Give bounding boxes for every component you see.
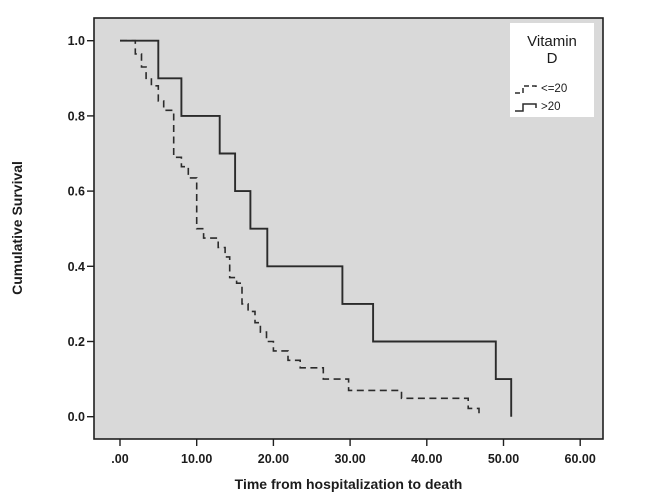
- x-tick-label: 40.00: [411, 452, 442, 466]
- legend-title: Vitamin: [527, 33, 577, 50]
- series-le20-line: [120, 39, 480, 417]
- series-gt20-line: [120, 39, 513, 417]
- y-tick-label: 0.8: [68, 109, 85, 123]
- x-tick-label: 50.00: [488, 452, 519, 466]
- y-tick-label: 0.4: [68, 260, 85, 274]
- solid-step-line-icon: [515, 103, 537, 112]
- y-axis-title: Cumulative Survival: [9, 161, 25, 295]
- y-tick-label: 1.0: [68, 34, 85, 48]
- x-tick-label: .00: [111, 452, 128, 466]
- y-tick-label: 0.6: [68, 185, 85, 199]
- x-tick-label: 20.00: [258, 452, 289, 466]
- legend-entry-label: <=20: [541, 83, 567, 95]
- y-tick-label: 0.2: [68, 335, 85, 349]
- legend-title: D: [547, 50, 558, 67]
- x-tick-label: 30.00: [334, 452, 365, 466]
- legend-entry-label: >20: [541, 101, 561, 113]
- y-tick-label: 0.0: [68, 410, 85, 424]
- legend-box: [510, 23, 594, 117]
- x-tick-label: 60.00: [565, 452, 596, 466]
- x-tick-label: 10.00: [181, 452, 212, 466]
- x-axis-title: Time from hospitalization to death: [235, 476, 463, 492]
